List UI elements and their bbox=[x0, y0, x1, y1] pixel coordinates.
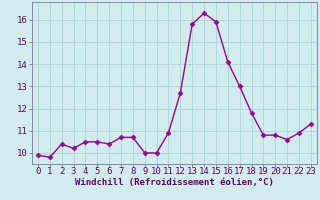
X-axis label: Windchill (Refroidissement éolien,°C): Windchill (Refroidissement éolien,°C) bbox=[75, 178, 274, 187]
